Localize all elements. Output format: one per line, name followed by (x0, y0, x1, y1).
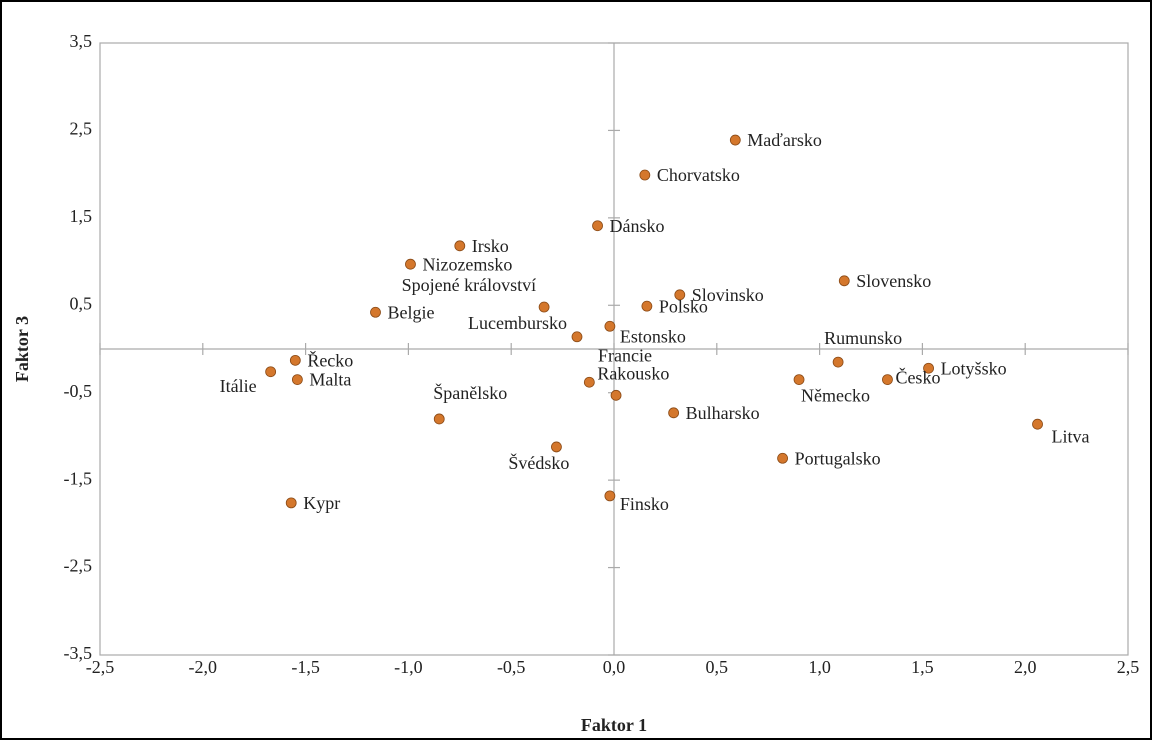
point-label: Lucembursko (468, 313, 567, 333)
point-label: Rumunsko (824, 328, 902, 348)
point (674, 289, 686, 301)
point (538, 301, 550, 313)
point-label: Kypr (303, 493, 340, 513)
point-label: Slovensko (856, 271, 931, 291)
y-tick-label: 2,5 (70, 119, 93, 139)
point-label: Nizozemsko (422, 254, 512, 274)
point (777, 452, 788, 464)
point (433, 413, 445, 425)
point (610, 389, 622, 401)
x-tick-label: 2,0 (1014, 657, 1037, 677)
y-tick-label: 0,5 (70, 293, 93, 313)
point-label: Spojené království (402, 275, 536, 295)
point (639, 169, 651, 181)
point-label: Chorvatsko (657, 165, 740, 185)
y-tick-label: -0,5 (64, 381, 93, 401)
x-tick-label: 1,5 (911, 657, 934, 677)
y-axis-title: Faktor 3 (12, 316, 32, 382)
point (454, 240, 466, 252)
x-tick-label: -1,5 (291, 657, 320, 677)
point (729, 134, 741, 146)
point (405, 258, 416, 270)
point (668, 407, 680, 419)
point (604, 490, 616, 502)
point (571, 331, 583, 343)
point-label: Portugalsko (795, 448, 881, 468)
point-label: Belgie (388, 302, 435, 322)
point (370, 306, 381, 318)
x-tick-label: 2,5 (1117, 657, 1140, 677)
x-tick-label: -2,0 (189, 657, 218, 677)
point-label: Polsko (659, 296, 708, 316)
point (265, 366, 277, 378)
point (592, 220, 603, 232)
point-label: Malta (309, 370, 351, 390)
point-label: Dánsko (610, 216, 665, 236)
point (604, 320, 616, 332)
point (285, 497, 297, 509)
point-label: Itálie (220, 376, 257, 396)
point-label: Slovinsko (692, 285, 764, 305)
x-axis-title: Faktor 1 (581, 715, 647, 735)
point (551, 441, 562, 453)
point-label: Lotyšsko (941, 358, 1007, 378)
point (291, 374, 303, 386)
y-tick-label: -3,5 (64, 643, 93, 663)
point-label: Řecko (307, 349, 353, 370)
y-tick-label: 3,5 (70, 31, 93, 51)
x-tick-label: -0,5 (497, 657, 526, 677)
point (289, 354, 301, 366)
point (641, 300, 653, 312)
y-tick-label: -2,5 (64, 556, 93, 576)
point-label: Litva (1052, 426, 1090, 446)
point (832, 356, 844, 368)
x-tick-label: 0,5 (706, 657, 729, 677)
point-label: Irsko (472, 236, 509, 256)
x-tick-label: 0,0 (603, 657, 626, 677)
point-label: Španělsko (433, 382, 507, 403)
point-label: Bulharsko (686, 403, 760, 423)
y-tick-label: -1,5 (64, 468, 93, 488)
point-label: Švédsko (508, 452, 569, 473)
point (1032, 418, 1043, 430)
x-tick-label: 1,0 (808, 657, 831, 677)
point-label: Finsko (620, 494, 669, 514)
point (793, 374, 805, 386)
point-label: Estonsko (620, 326, 686, 346)
point-label: Maďarsko (747, 130, 822, 150)
point (583, 376, 595, 388)
point (838, 275, 850, 287)
point (923, 362, 934, 374)
point-label: Německo (801, 386, 870, 406)
point-label: Rakousko (597, 363, 669, 383)
x-tick-label: -1,0 (394, 657, 423, 677)
point (882, 374, 893, 386)
y-tick-label: 1,5 (70, 206, 93, 226)
x-tick-label: -2,5 (86, 657, 115, 677)
point-label: Francie (598, 345, 652, 365)
point-label: Česko (895, 367, 940, 388)
